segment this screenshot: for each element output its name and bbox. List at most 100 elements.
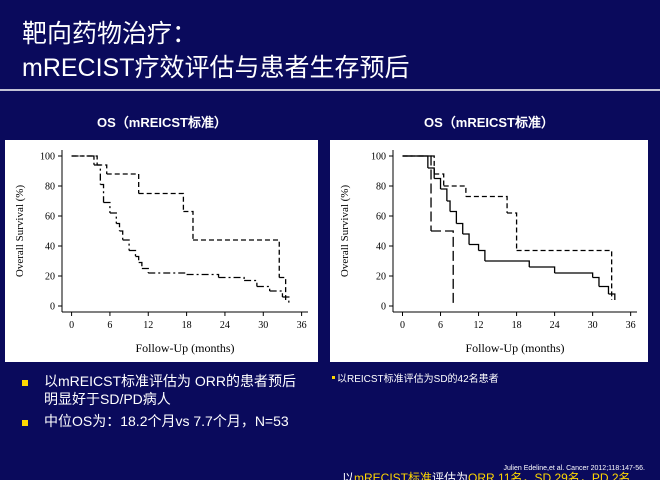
survival-step <box>109 212 117 224</box>
y-axis-label: Overall Survival (%) <box>339 185 351 278</box>
survival-step <box>141 267 149 273</box>
bullet-icon <box>332 376 335 379</box>
survival-step <box>183 210 194 240</box>
footer-part: 以 <box>342 471 354 480</box>
chart-panel <box>5 140 318 362</box>
survival-step <box>192 239 280 278</box>
survival-step <box>100 183 105 203</box>
x-tick-label: 18 <box>512 320 522 331</box>
survival-step <box>434 173 445 186</box>
bullets: 以mREICST标准评估为 ORR的患者预后明显好于SD/PD病人中位OS为：1… <box>22 373 296 429</box>
y-axis-label: Overall Survival (%) <box>14 185 26 278</box>
x-tick-label: 24 <box>550 320 560 331</box>
bullet-text: 中位OS为：18.2个月vs 7.7个月，N=53 <box>44 413 289 429</box>
survival-step <box>434 177 442 189</box>
survival-step <box>484 260 530 267</box>
x-axis-label: Follow-Up (months) <box>136 341 235 355</box>
chart: OS（mREICST标准） 0 20 40 60 80 100 0 6 12 18 24 30 36 Fol… <box>330 115 648 362</box>
chart: OS（mREICST标准） 0 20 40 60 80 100 0 6 12 18 24 30 36 Fol… <box>5 115 318 362</box>
y-tick-label: 40 <box>376 242 386 253</box>
survival-step <box>529 266 556 273</box>
x-tick-label: 0 <box>400 320 405 331</box>
survival-step <box>218 276 245 281</box>
survival-step <box>427 167 435 179</box>
survival-step <box>119 230 124 240</box>
survival-step <box>129 249 137 257</box>
footer: 以mRECIST标准评估为ORR 11名，SD 29名，PD 2名 <box>342 470 631 480</box>
survival-step <box>138 261 143 269</box>
y-tick-label: 0 <box>381 302 386 313</box>
x-axis-label: Follow-Up (months) <box>466 341 565 355</box>
y-tick-label: 40 <box>45 242 55 253</box>
survival-step <box>456 222 464 234</box>
survival-step <box>103 201 111 213</box>
survival-step <box>469 243 480 251</box>
chart-title: OS（mREICST标准） <box>424 115 554 130</box>
bullet-text: 以mREICST标准评估为 ORR的患者预后 <box>44 373 296 389</box>
title-line: mRECIST疗效评估与患者生存预后 <box>22 54 410 82</box>
survival-step <box>106 173 140 194</box>
survival-step <box>450 210 458 224</box>
survival-step <box>554 272 594 278</box>
x-tick-label: 6 <box>107 320 112 331</box>
x-tick-label: 12 <box>143 320 153 331</box>
survival-step <box>507 212 518 251</box>
y-tick-label: 60 <box>376 212 386 223</box>
y-tick-label: 0 <box>50 302 55 313</box>
x-tick-label: 12 <box>474 320 484 331</box>
x-tick-label: 6 <box>438 320 443 331</box>
y-tick-label: 20 <box>376 272 386 283</box>
survival-step <box>282 296 290 303</box>
bullet-icon <box>22 420 28 426</box>
survival-step <box>244 279 258 287</box>
survival-step <box>446 200 451 212</box>
y-tick-label: 100 <box>40 152 55 163</box>
chart-title: OS（mREICST标准） <box>97 115 227 130</box>
survival-step <box>90 155 95 165</box>
title-line: 靶向药物治疗： <box>22 20 197 48</box>
y-tick-label: 60 <box>45 212 55 223</box>
footer-part: 评估为 <box>432 471 468 480</box>
survival-step <box>462 233 470 245</box>
y-tick-label: 100 <box>371 152 386 163</box>
survival-step <box>516 249 613 300</box>
survival-step <box>431 230 454 306</box>
survival-step <box>138 192 185 212</box>
x-tick-label: 18 <box>182 320 192 331</box>
bullet-text: 以REICST标准评估为SD的42名患者 <box>337 372 499 385</box>
survival-step <box>608 293 616 300</box>
survival-step <box>402 155 432 231</box>
survival-step <box>269 290 284 297</box>
survival-step <box>256 285 271 291</box>
survival-step <box>279 276 287 300</box>
footer-part: mRECIST标准 <box>354 471 432 480</box>
x-tick-label: 36 <box>626 320 636 331</box>
survival-step <box>465 195 508 213</box>
bullet-icon <box>22 380 28 386</box>
y-tick-label: 20 <box>45 272 55 283</box>
chart-panel <box>330 140 648 362</box>
survival-step <box>71 155 98 165</box>
x-tick-label: 0 <box>69 320 74 331</box>
y-tick-label: 80 <box>45 182 55 193</box>
citation: Julien Edeline,et al. Cancer 2012;118:14… <box>503 465 645 472</box>
footer-part: ORR 11名，SD 29名，PD 2名 <box>468 470 631 480</box>
survival-step <box>116 222 121 231</box>
x-tick-label: 30 <box>258 320 268 331</box>
x-tick-label: 24 <box>220 320 230 331</box>
survival-step <box>135 255 140 263</box>
survival-step <box>122 239 130 251</box>
survival-step <box>478 249 486 261</box>
survival-step <box>440 188 448 201</box>
survival-step <box>186 273 220 278</box>
x-tick-label: 36 <box>297 320 307 331</box>
survival-step <box>592 276 600 287</box>
bullet-text: 明显好于SD/PD病人 <box>44 391 171 407</box>
survival-step <box>431 155 435 174</box>
y-tick-label: 80 <box>376 182 386 193</box>
survival-step <box>598 285 610 294</box>
x-tick-label: 30 <box>588 320 598 331</box>
survival-step <box>93 164 101 185</box>
